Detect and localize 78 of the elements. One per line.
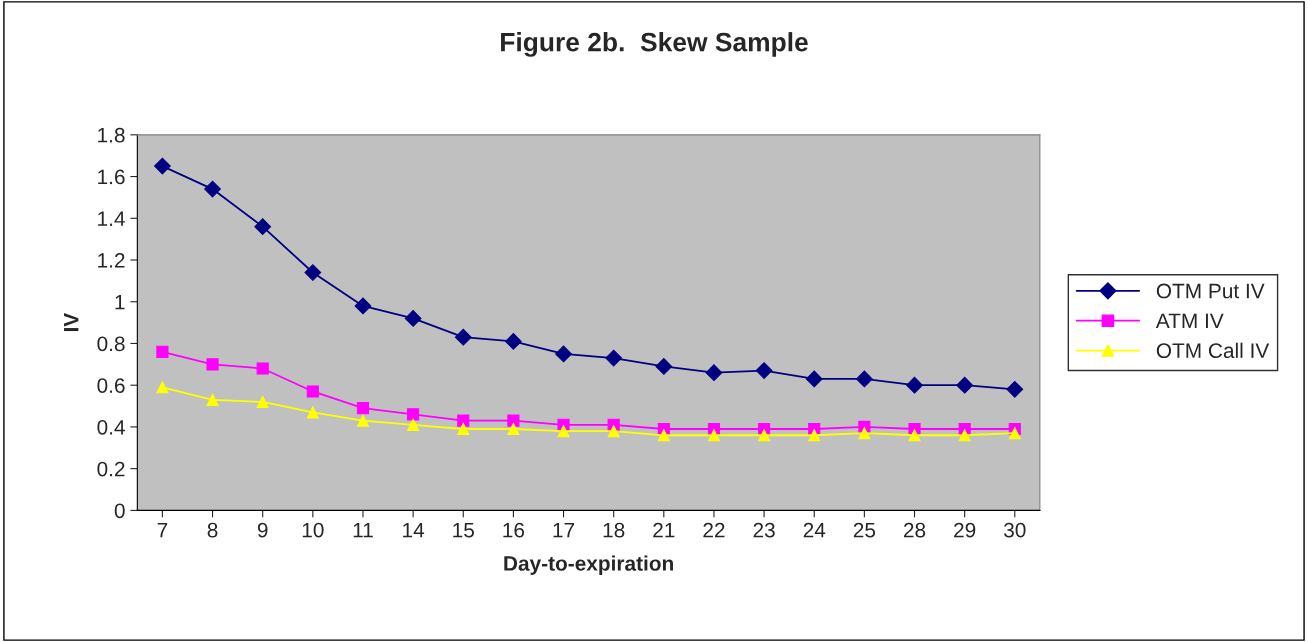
point xyxy=(304,264,322,281)
y-axis-title: IV xyxy=(64,312,79,332)
point xyxy=(154,157,171,175)
point xyxy=(306,406,319,419)
point xyxy=(404,310,422,327)
legend-label: ATM IV xyxy=(1155,313,1224,328)
point xyxy=(204,180,221,198)
y-tick-label: 0 xyxy=(114,503,125,519)
point xyxy=(505,333,522,350)
x-tick-label: 25 xyxy=(853,522,876,538)
point xyxy=(707,429,721,442)
point xyxy=(507,422,520,436)
point xyxy=(607,425,620,438)
x-tick-label: 18 xyxy=(603,522,625,538)
x-tick-label: 10 xyxy=(302,522,324,538)
x-tick-label: 16 xyxy=(503,522,525,538)
x-tick-label: 15 xyxy=(453,522,474,538)
x-tick-label: 7 xyxy=(157,522,168,538)
point xyxy=(457,422,470,436)
chart-title: Figure 2b. Skew Sample xyxy=(501,32,808,57)
point xyxy=(356,414,370,427)
point xyxy=(457,414,470,427)
point xyxy=(605,349,623,367)
y-tick-label: 0.8 xyxy=(97,336,125,352)
y-tick-label: 1.6 xyxy=(98,169,125,185)
point xyxy=(1008,427,1021,440)
point xyxy=(356,402,370,415)
x-tick-label: 9 xyxy=(257,522,268,538)
y-tick-label: 1.2 xyxy=(98,253,125,268)
point xyxy=(354,297,372,315)
point xyxy=(156,381,169,394)
legend-label: OTM Call IV xyxy=(1156,342,1270,359)
point xyxy=(805,370,823,388)
point xyxy=(1006,381,1024,398)
x-tick-label: 30 xyxy=(1004,522,1026,538)
x-tick-label: 11 xyxy=(353,522,373,538)
x-tick-label: 14 xyxy=(403,522,425,538)
point xyxy=(306,385,319,398)
point xyxy=(657,429,670,442)
x-tick-label: 8 xyxy=(207,522,218,538)
point xyxy=(557,425,570,438)
point xyxy=(507,414,520,427)
y-tick-label: 0.6 xyxy=(97,378,125,393)
point xyxy=(755,362,773,379)
point xyxy=(858,427,871,440)
point xyxy=(956,376,974,394)
point xyxy=(855,370,873,388)
x-tick-label: 21 xyxy=(653,522,675,538)
point xyxy=(758,429,771,442)
point xyxy=(555,345,572,363)
point xyxy=(206,358,219,371)
x-axis-title: Day-to-expiration xyxy=(504,555,673,575)
point xyxy=(254,218,272,235)
y-tick-label: 1.8 xyxy=(98,127,125,143)
x-tick-label: 29 xyxy=(954,522,976,538)
point xyxy=(808,429,821,442)
point xyxy=(256,362,269,375)
point xyxy=(705,364,723,382)
point xyxy=(256,395,269,408)
legend-label: OTM Put IV xyxy=(1156,283,1265,299)
x-tick-label: 23 xyxy=(753,522,775,538)
point xyxy=(407,408,420,421)
point xyxy=(908,429,921,442)
y-tick-label: 1.4 xyxy=(98,211,125,226)
y-tick-label: 0.4 xyxy=(97,419,125,435)
point xyxy=(454,328,472,346)
point xyxy=(906,376,923,394)
point xyxy=(958,429,971,442)
y-tick-label: 0.2 xyxy=(97,461,125,477)
point xyxy=(407,418,420,431)
x-tick-label: 22 xyxy=(703,522,725,538)
point xyxy=(655,358,673,375)
y-tick-label: 1 xyxy=(115,294,125,310)
x-tick-label: 28 xyxy=(903,522,926,538)
point xyxy=(156,345,169,358)
point xyxy=(206,393,219,406)
x-tick-label: 24 xyxy=(803,522,826,538)
x-tick-label: 17 xyxy=(553,522,575,538)
